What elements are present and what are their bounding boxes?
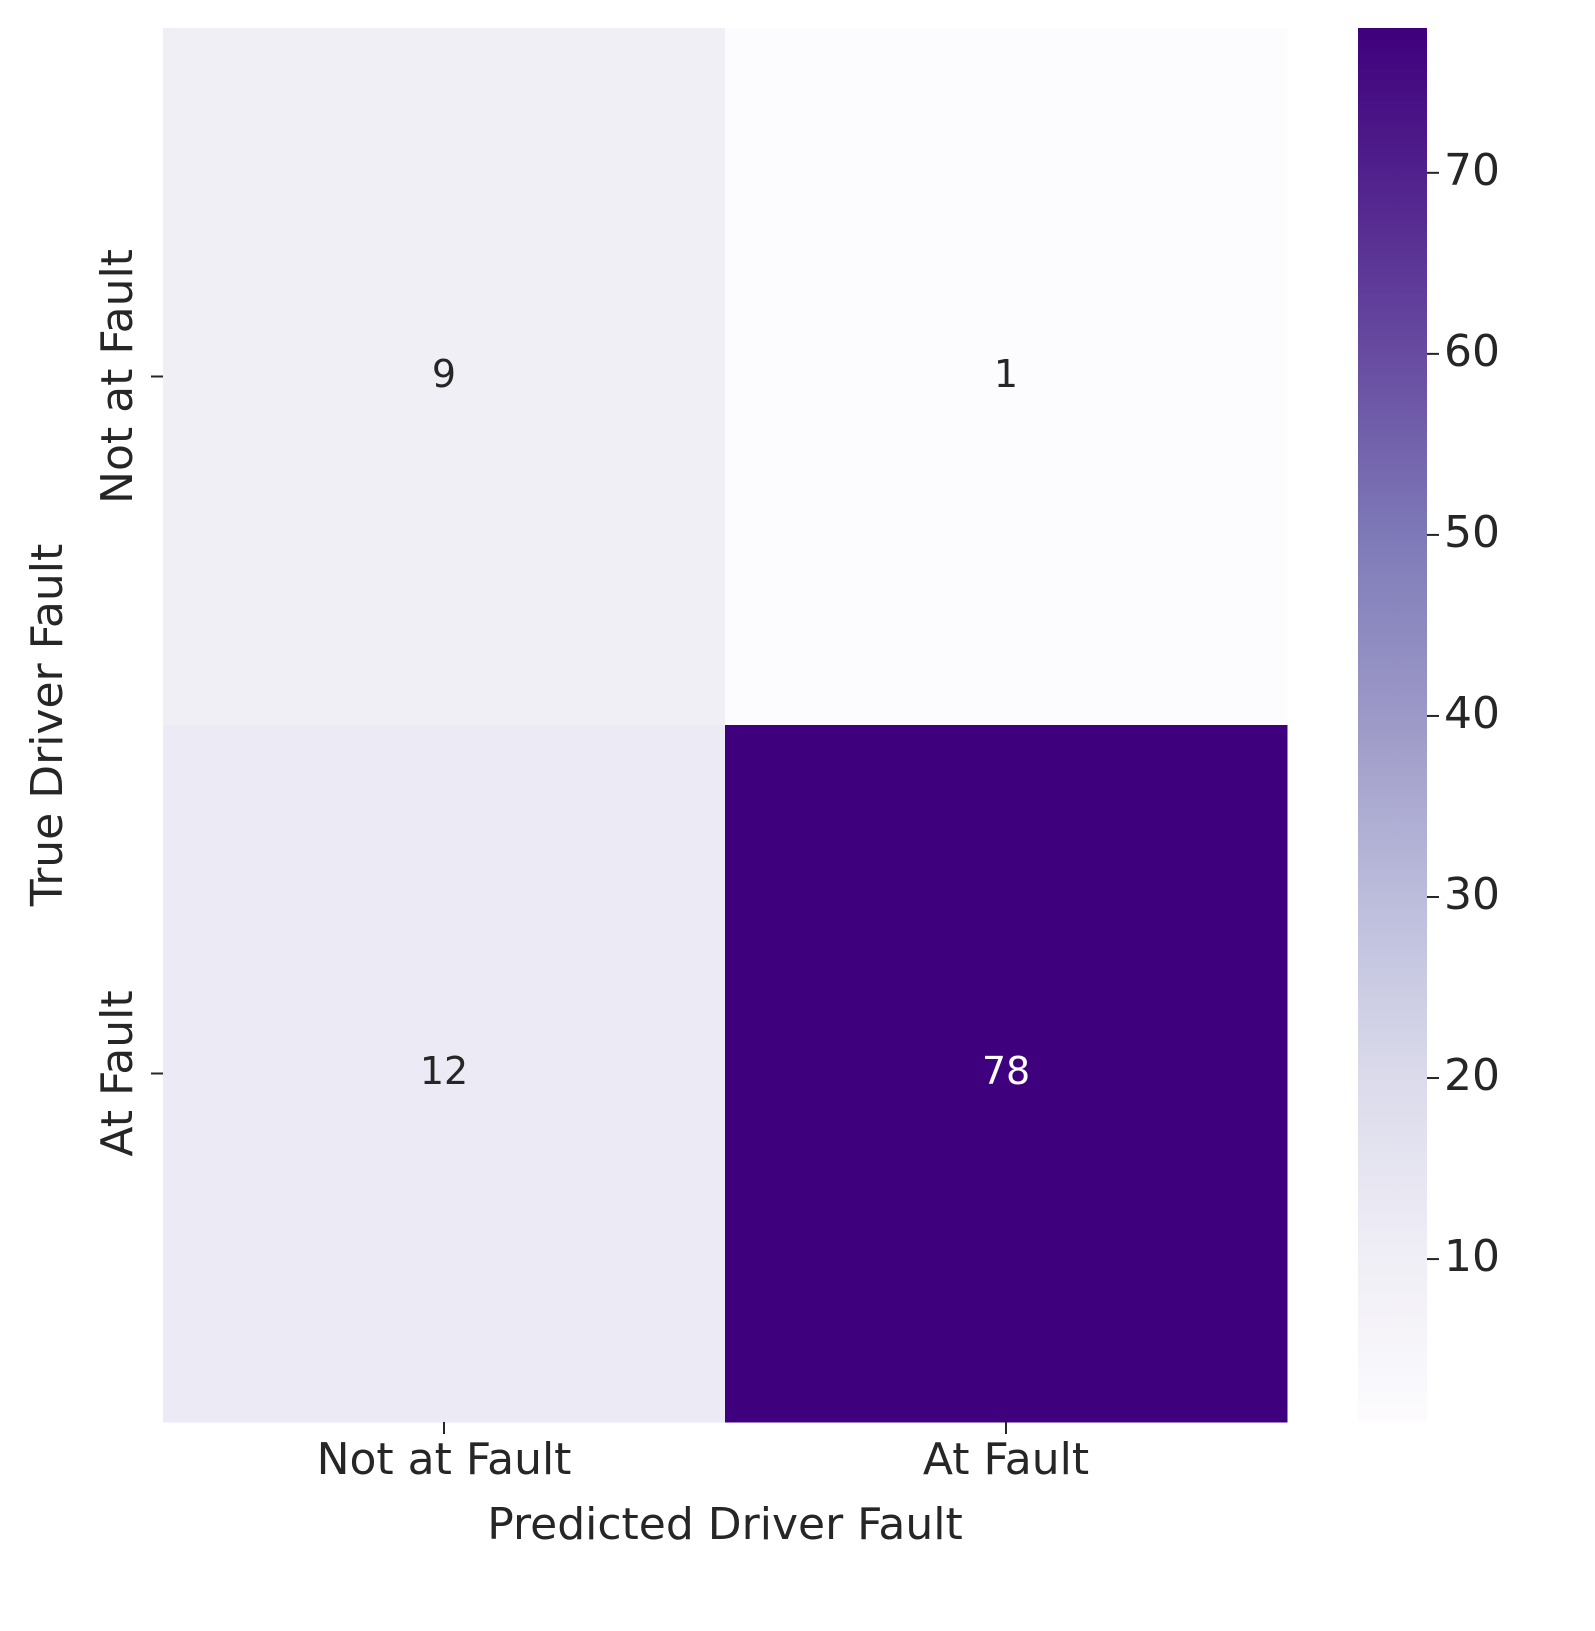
colorbar-tick-label: 20 [1444, 1050, 1500, 1101]
heatmap-cell [163, 28, 726, 726]
colorbar-tick-label: 50 [1444, 507, 1500, 558]
y-tick-label: Not at Fault [92, 249, 143, 504]
cell-value-label: 9 [432, 352, 456, 396]
colorbar-tick-label: 70 [1444, 145, 1500, 196]
x-tick-label: Not at Fault [317, 1434, 572, 1485]
colorbar-tick-label: 40 [1444, 688, 1500, 739]
colorbar-tick-label: 60 [1444, 326, 1500, 377]
y-tick-label: At Fault [92, 990, 143, 1156]
cell-value-label: 78 [982, 1049, 1030, 1093]
heatmap-cell [163, 725, 726, 1423]
y-axis-label: True Driver Fault [22, 544, 73, 907]
colorbar [1358, 28, 1427, 1422]
cell-value-label: 1 [994, 352, 1018, 396]
heatmap-cell [725, 725, 1288, 1423]
heatmap-cell [725, 28, 1288, 726]
colorbar-tick-label: 30 [1444, 869, 1500, 920]
x-tick-label: At Fault [923, 1434, 1089, 1485]
cell-value-label: 12 [420, 1049, 468, 1093]
x-axis-label: Predicted Driver Fault [487, 1499, 963, 1550]
colorbar-tick-label: 10 [1444, 1231, 1500, 1282]
